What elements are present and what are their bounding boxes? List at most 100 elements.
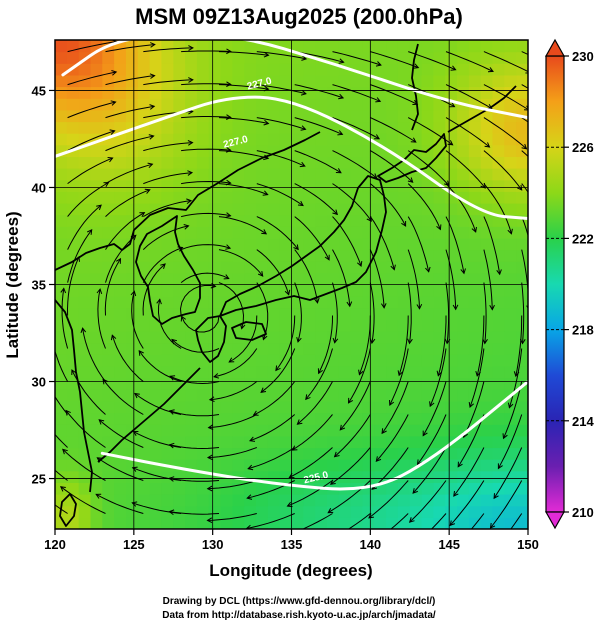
heatmap-cell (161, 51, 174, 64)
heatmap-cell (137, 133, 151, 146)
heatmap-cell (126, 494, 139, 507)
heatmap-cell (55, 121, 68, 134)
heatmap-cell (196, 214, 210, 227)
heatmap-cell (196, 40, 210, 53)
heatmap-cell (208, 494, 222, 507)
streamline (422, 381, 447, 436)
heatmap-cell (66, 389, 80, 402)
heatmap-cell (232, 424, 245, 437)
heatmap-cell (504, 377, 517, 390)
colorbar-extend-min (544, 511, 566, 530)
heatmap-cell (102, 109, 115, 123)
heatmap-cell (397, 400, 411, 414)
heatmap-cell (291, 389, 304, 402)
heatmap-cell (220, 226, 233, 239)
heatmap-cell (350, 342, 363, 355)
heatmap-cell (386, 482, 399, 495)
heatmap-cell (55, 435, 68, 449)
heatmap-cell (457, 482, 470, 495)
streamline-arrow (207, 424, 214, 431)
heatmap-cell (315, 400, 328, 414)
heatmap-cell (457, 51, 470, 64)
heatmap-cell (185, 482, 198, 495)
heatmap-cell (516, 389, 528, 402)
heatmap-cell (421, 63, 434, 76)
heatmap-cell (137, 424, 151, 437)
heatmap-cell (232, 400, 245, 414)
heatmap-cell (220, 261, 233, 274)
heatmap-cell (208, 435, 222, 449)
heatmap-cell (291, 366, 304, 379)
heatmap-cell (232, 342, 245, 355)
heatmap-cell (279, 494, 293, 507)
heatmap-cell (421, 296, 434, 309)
heatmap-cell (78, 133, 92, 146)
heatmap-cell (445, 505, 458, 518)
heatmap-cell (66, 459, 80, 472)
heatmap-cell (244, 505, 257, 518)
heatmap-cell (504, 435, 517, 449)
heatmap-cell (220, 424, 233, 437)
heatmap-cell (445, 470, 458, 483)
heatmap-cell (315, 470, 328, 483)
heatmap-cell (149, 447, 162, 460)
heatmap-cell (315, 435, 328, 449)
heatmap-cell (208, 121, 222, 134)
heatmap-cell (114, 400, 127, 414)
streamline-arrow (425, 266, 431, 273)
heatmap-cell (279, 63, 293, 76)
heatmap-cell (327, 249, 340, 262)
heatmap-cell (362, 377, 375, 390)
heatmap-cell (114, 214, 127, 227)
heatmap-cell (196, 319, 210, 332)
heatmap-cell (303, 226, 316, 239)
heatmap-cell (173, 319, 186, 332)
heatmap-cell (126, 74, 139, 88)
heatmap-cell (338, 377, 352, 390)
streamline (369, 216, 395, 270)
heatmap-cell (232, 51, 245, 64)
streamline-arrow (223, 274, 230, 280)
heatmap-cell (445, 319, 458, 332)
heatmap-cell (468, 237, 482, 251)
heatmap-cell (303, 86, 316, 99)
streamline-arrow (397, 370, 404, 377)
heatmap-cell (492, 284, 505, 297)
streamline-arrow (537, 57, 542, 61)
streamline-arrow (168, 442, 175, 449)
heatmap-cell (480, 517, 494, 529)
heatmap-cell (315, 342, 328, 355)
heatmap-cell (55, 342, 68, 355)
streamline (55, 433, 68, 448)
heatmap-cell (185, 331, 198, 344)
streamline-arrow (519, 338, 526, 345)
streamline-arrow (168, 509, 175, 515)
heatmap-cell (350, 203, 363, 216)
streamline-arrow (262, 190, 269, 196)
streamline-arrow (502, 433, 508, 440)
streamline-arrow (326, 538, 331, 542)
heatmap-cell (468, 435, 482, 449)
heatmap-cell (279, 389, 293, 402)
heatmap-cell (504, 517, 517, 529)
heatmap-cell (327, 424, 340, 437)
heatmap-cell (327, 261, 340, 274)
streamline (521, 183, 528, 193)
heatmap-cell (327, 470, 340, 483)
heatmap-cell (315, 179, 328, 192)
streamline (248, 447, 295, 470)
heatmap-cell (149, 284, 162, 297)
heatmap-cell (433, 307, 446, 320)
streamline-arrow (300, 125, 307, 131)
heatmap-cell (78, 377, 92, 390)
heatmap-cell (327, 40, 340, 53)
streamline-arrow (296, 419, 303, 425)
streamline-arrow (147, 162, 154, 169)
streamline-arrow (452, 304, 459, 311)
heatmap-cell (267, 109, 281, 123)
heatmap-cell (279, 203, 293, 216)
streamline (445, 117, 490, 148)
heatmap-cell (78, 389, 92, 402)
heatmap-cell (350, 214, 363, 227)
heatmap-cell (433, 40, 446, 53)
